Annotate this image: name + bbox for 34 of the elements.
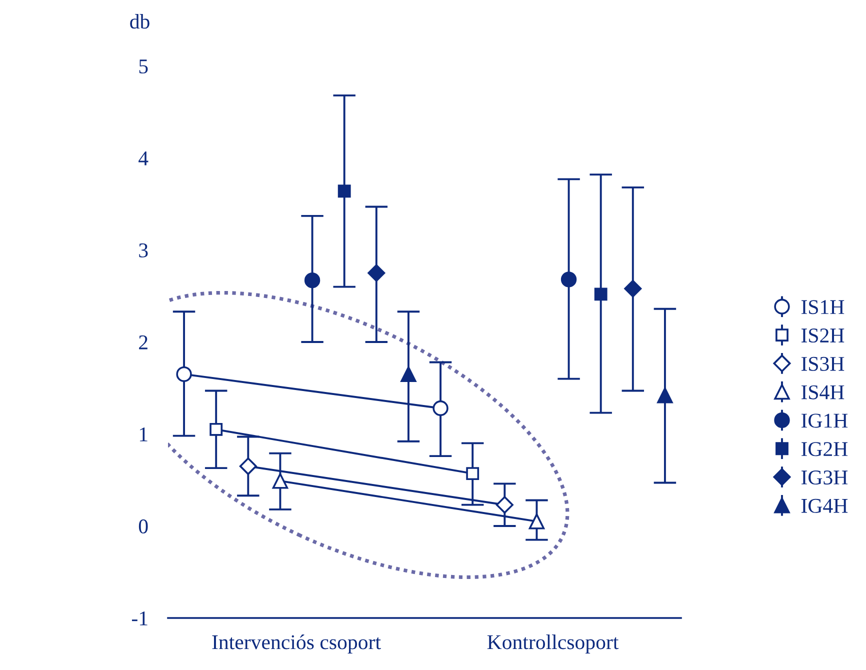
legend-label: IS4H [801,385,844,400]
point [594,288,608,301]
point [657,388,673,404]
legend-label: IG3H [801,470,848,485]
y-tick-label: -1 [132,611,148,626]
point [400,366,416,382]
y-tick-label: 4 [138,152,148,166]
point [368,264,386,282]
legend-label: IS1H [801,300,844,314]
point [176,366,192,382]
point [560,272,577,288]
legend-label: IS2H [801,328,844,343]
legend-label: IG1H [801,414,848,428]
point [432,400,448,416]
point [338,184,351,198]
point [496,496,514,514]
y-tick-label: 3 [139,243,148,258]
y-tick-label: 2 [139,335,148,350]
legend-label: IG2H [801,442,848,456]
text: Intervenciós csoport [212,634,381,654]
text: Kontrollcsoport [487,634,619,654]
point [239,457,257,475]
point [272,473,288,489]
y-tick-label: 5 [139,60,148,74]
y-tick-label: 1 [140,427,148,442]
y-tick-label: 0 [138,519,148,534]
y-axis-title: db [130,14,150,29]
point [528,514,545,530]
point [624,280,642,298]
point [304,272,320,288]
point [466,467,480,480]
point [210,422,223,436]
legend-label: IG4H [801,498,848,513]
legend-label: IS3H [801,356,844,371]
